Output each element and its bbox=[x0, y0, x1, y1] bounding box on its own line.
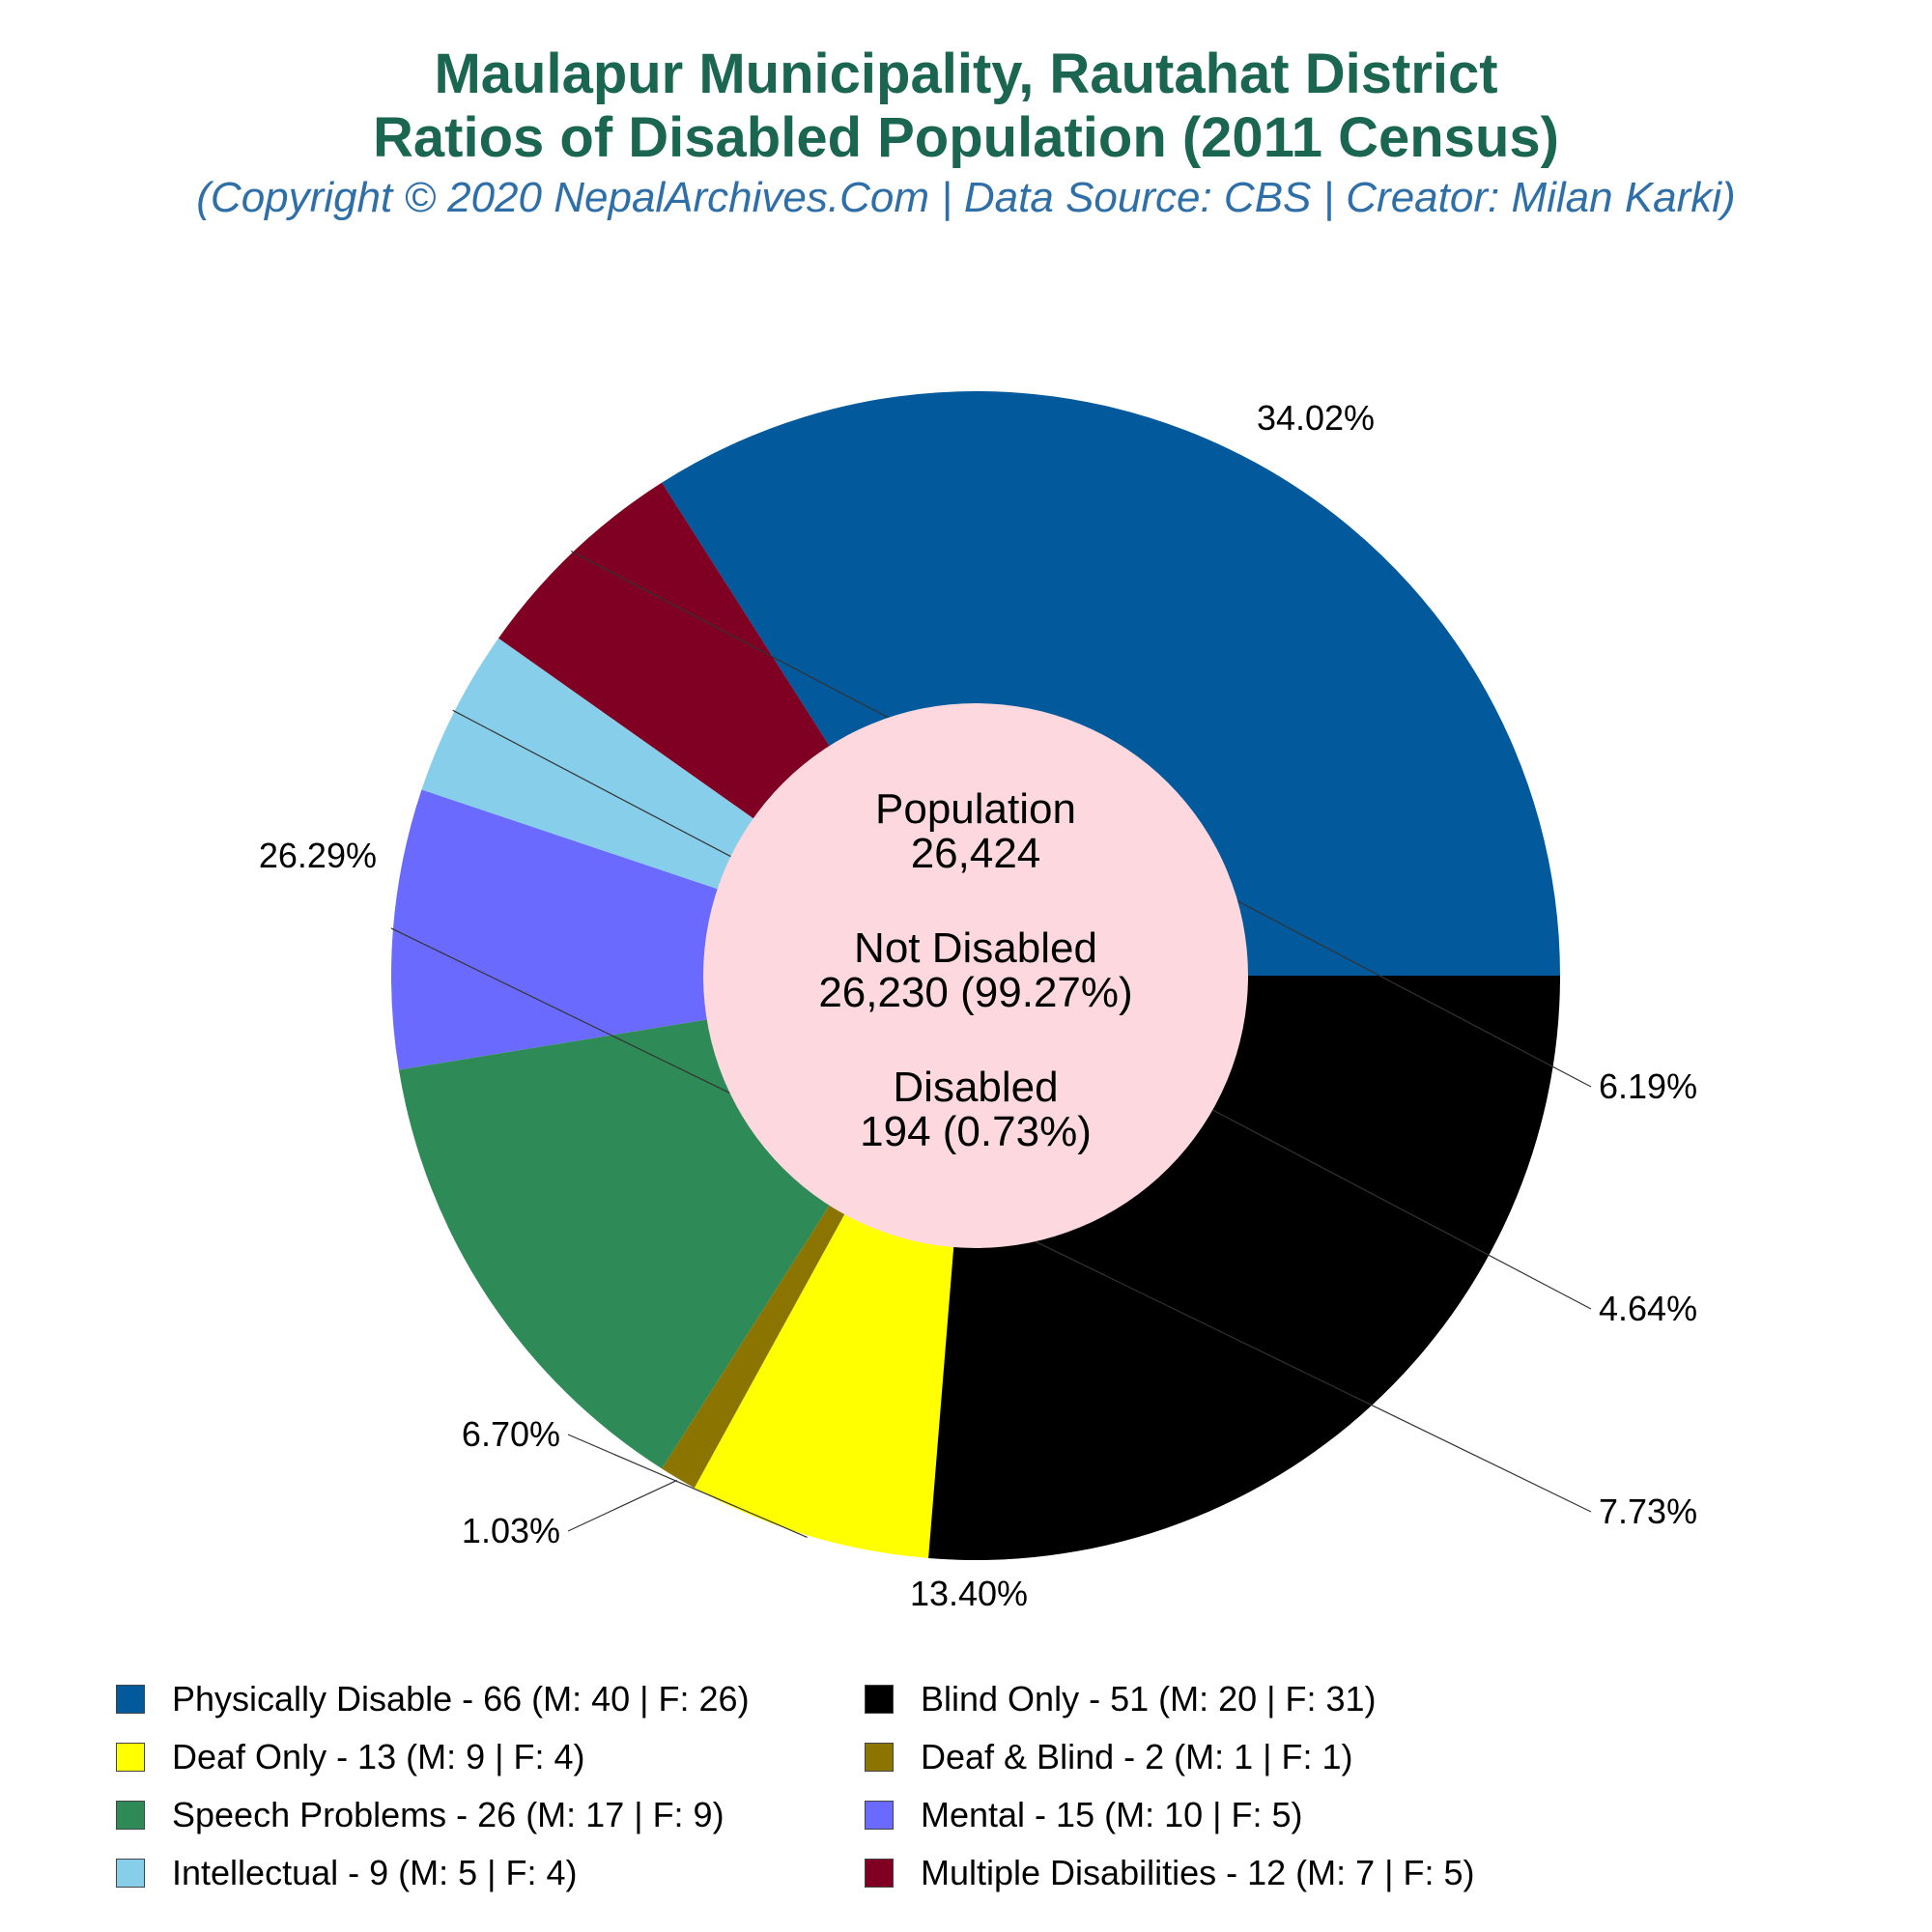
legend-label: Multiple Disabilities - 12 (M: 7 | F: 5) bbox=[921, 1853, 1475, 1892]
percent-label: 34.02% bbox=[1257, 398, 1375, 438]
legend-label: Speech Problems - 26 (M: 17 | F: 9) bbox=[172, 1795, 724, 1834]
legend-item: Physically Disable - 66 (M: 40 | F: 26) bbox=[116, 1675, 750, 1723]
percent-label: 1.03% bbox=[462, 1511, 560, 1550]
donut-center bbox=[703, 703, 1248, 1248]
percent-label: 6.19% bbox=[1599, 1066, 1697, 1106]
legend-label: Intellectual - 9 (M: 5 | F: 4) bbox=[172, 1853, 578, 1892]
percent-label: 13.40% bbox=[910, 1574, 1028, 1613]
disabled-label: Disabled bbox=[893, 1064, 1058, 1111]
percent-label: 4.64% bbox=[1599, 1289, 1697, 1328]
not-disabled-label: Not Disabled bbox=[854, 924, 1097, 972]
legend-swatch bbox=[865, 1685, 894, 1714]
legend-label: Deaf & Blind - 2 (M: 1 | F: 1) bbox=[921, 1737, 1353, 1776]
population-label: Population bbox=[875, 785, 1076, 833]
legend-item: Speech Problems - 26 (M: 17 | F: 9) bbox=[116, 1791, 724, 1839]
not-disabled-value: 26,230 (99.27%) bbox=[818, 969, 1132, 1016]
percent-label: 6.70% bbox=[462, 1414, 560, 1454]
legend-swatch bbox=[116, 1743, 145, 1772]
disabled-value: 194 (0.73%) bbox=[860, 1108, 1092, 1155]
leader-line bbox=[567, 1479, 678, 1532]
legend-swatch bbox=[116, 1801, 145, 1830]
chart-legend: Physically Disable - 66 (M: 40 | F: 26) B… bbox=[0, 1675, 1932, 1907]
legend-swatch bbox=[116, 1859, 145, 1888]
legend-item: Multiple Disabilities - 12 (M: 7 | F: 5) bbox=[865, 1849, 1475, 1897]
chart-title-line-1: Maulapur Municipality, Rautahat District bbox=[434, 43, 1498, 105]
legend-swatch bbox=[865, 1859, 894, 1888]
leader-line bbox=[567, 1434, 808, 1538]
legend-label: Mental - 15 (M: 10 | F: 5) bbox=[921, 1795, 1303, 1834]
legend-item: Deaf & Blind - 2 (M: 1 | F: 1) bbox=[865, 1733, 1353, 1781]
legend-label: Physically Disable - 66 (M: 40 | F: 26) bbox=[172, 1679, 750, 1719]
legend-item: Blind Only - 51 (M: 20 | F: 31) bbox=[865, 1675, 1377, 1723]
population-value: 26,424 bbox=[911, 830, 1041, 877]
legend-label: Blind Only - 51 (M: 20 | F: 31) bbox=[921, 1679, 1377, 1719]
legend-swatch bbox=[865, 1743, 894, 1772]
chart-subtitle: (Copyright © 2020 NepalArchives.Com | Da… bbox=[196, 174, 1736, 221]
legend-swatch bbox=[865, 1801, 894, 1830]
legend-item: Deaf Only - 13 (M: 9 | F: 4) bbox=[116, 1733, 584, 1781]
legend-item: Intellectual - 9 (M: 5 | F: 4) bbox=[116, 1849, 577, 1897]
chart-title-line-2: Ratios of Disabled Population (2011 Cens… bbox=[373, 106, 1559, 169]
donut-chart: 34.02% 6.19% 4.64% 7.73% 13.40% 1.03% 6.70% 26.… bbox=[259, 390, 1697, 1613]
legend-swatch bbox=[116, 1685, 145, 1714]
percent-label: 7.73% bbox=[1599, 1492, 1697, 1531]
legend-item: Mental - 15 (M: 10 | F: 5) bbox=[865, 1791, 1302, 1839]
legend-label: Deaf Only - 13 (M: 9 | F: 4) bbox=[172, 1737, 585, 1776]
percent-label: 26.29% bbox=[259, 836, 377, 875]
